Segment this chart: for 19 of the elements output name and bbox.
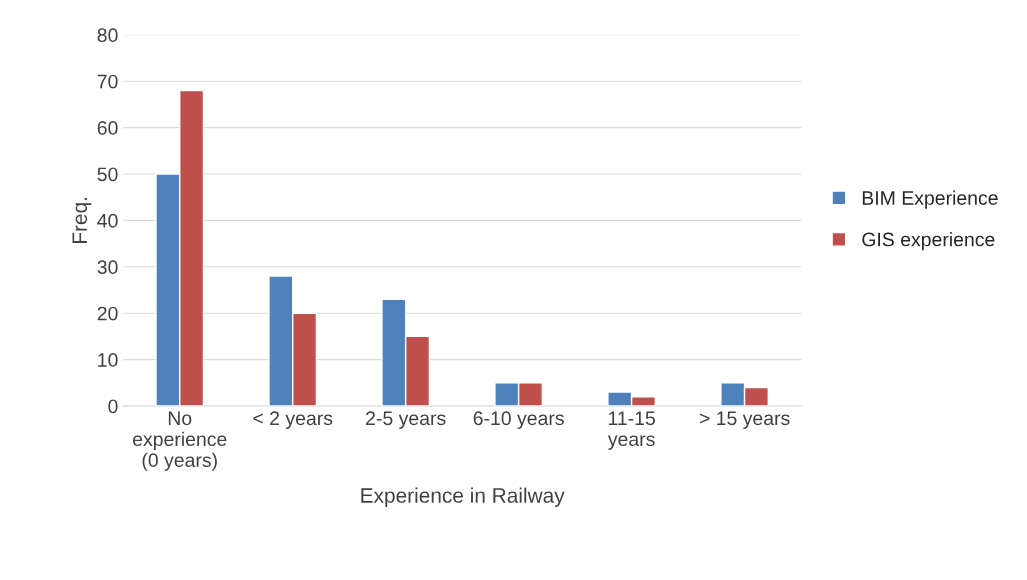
x-tick-label: > 15 years	[699, 411, 790, 429]
x-axis-title: Experience in Railway	[361, 487, 565, 507]
y-tick-label: 60	[97, 121, 118, 135]
y-tick-label: 10	[98, 353, 118, 367]
legend-label: BIM Experience	[862, 190, 998, 209]
legend-label: GIS experience	[862, 232, 995, 251]
x-tick-label: 11-15 years	[607, 411, 655, 450]
y-tick-label: 70	[97, 74, 118, 89]
y-tick-label: 0	[108, 399, 118, 414]
x-tick-label: No experience (0 years)	[132, 411, 227, 471]
y-tick-label: 30	[97, 260, 118, 275]
y-axis-title: Freq.	[72, 197, 92, 243]
x-tick-label: < 2 years	[253, 411, 333, 429]
y-tick-label: 80	[97, 28, 118, 43]
y-tick-label: 40	[97, 213, 118, 228]
y-tick-label: 50	[97, 167, 118, 182]
x-tick-label: 2-5 years	[366, 411, 446, 429]
y-tick-label: 20	[97, 306, 118, 321]
x-tick-label: 6-10 years	[473, 411, 564, 429]
